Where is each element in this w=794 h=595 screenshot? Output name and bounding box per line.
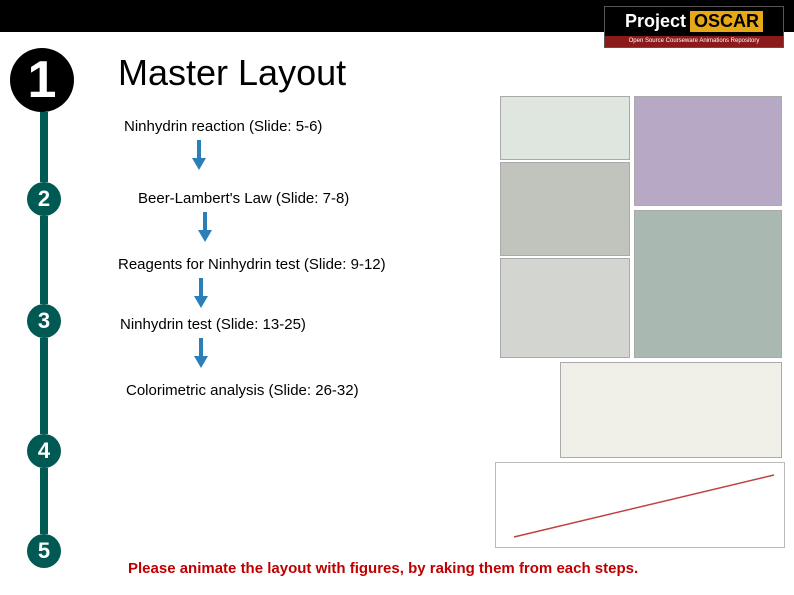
step-2: 2 (27, 182, 61, 216)
step-1-active: 1 (10, 48, 74, 112)
flow-item-1: Ninhydrin reaction (Slide: 5-6) (124, 118, 322, 135)
arrow-2-head (198, 230, 212, 242)
image-colorimeter (560, 362, 782, 458)
step-stem-1-2 (40, 112, 48, 182)
logo-word-oscar: OSCAR (690, 11, 763, 32)
image-test-tube-rack (634, 96, 782, 206)
logo-subtitle: Open Source Courseware Animations Reposi… (605, 36, 783, 47)
arrow-1 (192, 140, 206, 170)
arrow-1-shaft (197, 140, 201, 160)
step-stem-3-4 (40, 338, 48, 434)
arrow-3-shaft (199, 278, 203, 298)
step-3: 3 (27, 304, 61, 338)
chart-line-svg (496, 463, 784, 547)
step-stem-2-3 (40, 216, 48, 304)
arrow-4 (194, 338, 208, 368)
step-5-label: 5 (38, 538, 50, 564)
image-beaker (500, 258, 630, 358)
calibration-chart (495, 462, 785, 548)
arrow-1-head (192, 158, 206, 170)
flow-item-3: Reagents for Ninhydrin test (Slide: 9-12… (118, 256, 386, 273)
step-5: 5 (27, 534, 61, 568)
arrow-4-shaft (199, 338, 203, 358)
arrow-2-shaft (203, 212, 207, 232)
arrow-2 (198, 212, 212, 242)
flow-item-2: Beer-Lambert's Law (Slide: 7-8) (138, 190, 349, 207)
step-1-label: 1 (28, 50, 57, 110)
page-title: Master Layout (118, 52, 346, 94)
logo-top: Project OSCAR (605, 7, 783, 36)
arrow-3-head (194, 296, 208, 308)
arrow-3 (194, 278, 208, 308)
bottom-note: Please animate the layout with figures, … (128, 560, 638, 577)
step-stem-4-5 (40, 468, 48, 534)
image-balance (500, 96, 630, 160)
arrow-4-head (194, 356, 208, 368)
step-2-label: 2 (38, 186, 50, 212)
logo-word-project: Project (625, 11, 686, 32)
project-oscar-logo: Project OSCAR Open Source Courseware Ani… (604, 6, 784, 48)
step-4: 4 (27, 434, 61, 468)
step-3-label: 3 (38, 308, 50, 334)
chart-line (514, 475, 774, 537)
flow-item-4: Ninhydrin test (Slide: 13-25) (120, 316, 306, 333)
image-water-bath (634, 210, 782, 358)
flow-item-5: Colorimetric analysis (Slide: 26-32) (126, 382, 359, 399)
step-4-label: 4 (38, 438, 50, 464)
slide: Project OSCAR Open Source Courseware Ani… (0, 0, 794, 595)
image-pipetting (500, 162, 630, 256)
